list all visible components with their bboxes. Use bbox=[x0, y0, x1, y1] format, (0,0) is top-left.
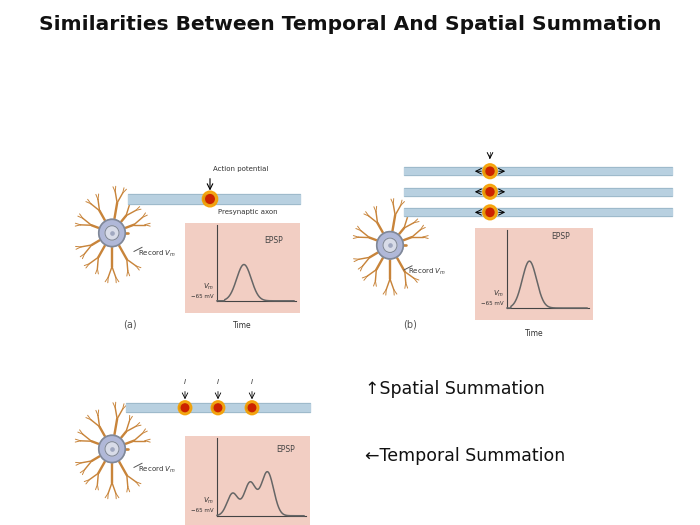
Circle shape bbox=[484, 168, 490, 174]
Text: Similarities Between Temporal And Spatial Summation: Similarities Between Temporal And Spatia… bbox=[38, 15, 661, 35]
Text: −65 mV: −65 mV bbox=[191, 508, 214, 513]
Circle shape bbox=[486, 208, 494, 216]
Text: EPSP: EPSP bbox=[551, 232, 570, 241]
Text: $V_m$: $V_m$ bbox=[203, 496, 214, 507]
Text: (a): (a) bbox=[123, 320, 136, 330]
Circle shape bbox=[99, 219, 125, 247]
Text: ↑Spatial Summation: ↑Spatial Summation bbox=[365, 380, 545, 398]
Circle shape bbox=[248, 404, 256, 412]
Text: ←Temporal Summation: ←Temporal Summation bbox=[365, 447, 566, 465]
Text: EPSP: EPSP bbox=[276, 445, 295, 454]
Circle shape bbox=[202, 191, 218, 207]
Text: Record $V_m$: Record $V_m$ bbox=[138, 248, 176, 259]
Text: $V_m$: $V_m$ bbox=[493, 288, 504, 299]
Circle shape bbox=[99, 435, 125, 463]
Circle shape bbox=[105, 226, 119, 240]
Circle shape bbox=[484, 209, 490, 216]
Circle shape bbox=[486, 167, 494, 175]
Text: $I$: $I$ bbox=[216, 376, 220, 386]
Text: (b): (b) bbox=[403, 320, 417, 330]
Circle shape bbox=[203, 195, 210, 203]
Text: $V_m$: $V_m$ bbox=[203, 281, 214, 292]
Text: Presynaptic axon: Presynaptic axon bbox=[218, 209, 278, 215]
Text: $I$: $I$ bbox=[183, 376, 187, 386]
Circle shape bbox=[211, 401, 225, 415]
Circle shape bbox=[212, 405, 218, 411]
Circle shape bbox=[483, 205, 497, 220]
Circle shape bbox=[105, 442, 119, 456]
Circle shape bbox=[484, 188, 490, 195]
Circle shape bbox=[383, 238, 397, 253]
Circle shape bbox=[483, 164, 497, 179]
Circle shape bbox=[486, 187, 494, 196]
Text: Time: Time bbox=[525, 329, 543, 338]
Circle shape bbox=[181, 404, 189, 412]
Text: Action potential: Action potential bbox=[213, 166, 268, 172]
Circle shape bbox=[377, 232, 403, 259]
FancyBboxPatch shape bbox=[185, 223, 300, 313]
Circle shape bbox=[214, 404, 222, 412]
FancyBboxPatch shape bbox=[185, 436, 310, 525]
Text: −65 mV: −65 mV bbox=[482, 301, 504, 306]
FancyBboxPatch shape bbox=[475, 228, 593, 320]
Circle shape bbox=[178, 401, 192, 415]
Text: Time: Time bbox=[233, 321, 252, 330]
Text: Record $V_m$: Record $V_m$ bbox=[408, 267, 446, 277]
Circle shape bbox=[245, 401, 259, 415]
Circle shape bbox=[246, 405, 252, 411]
Text: $I$: $I$ bbox=[488, 150, 492, 161]
Text: EPSP: EPSP bbox=[265, 236, 284, 245]
Text: −65 mV: −65 mV bbox=[191, 293, 214, 299]
Circle shape bbox=[206, 195, 214, 203]
Circle shape bbox=[483, 184, 497, 199]
Circle shape bbox=[179, 405, 185, 411]
Text: Record $V_m$: Record $V_m$ bbox=[138, 465, 176, 475]
Text: $I$: $I$ bbox=[250, 376, 254, 386]
